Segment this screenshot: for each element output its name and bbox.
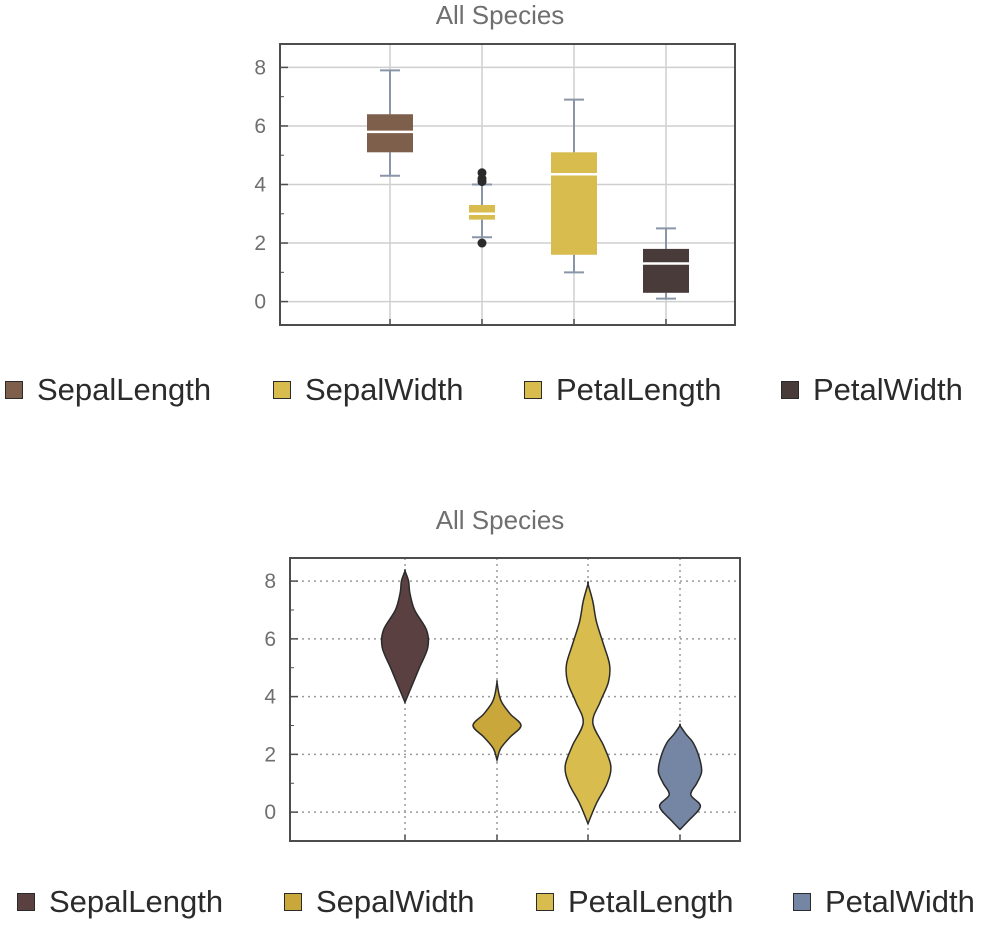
legend-swatch: [536, 893, 554, 911]
legend-swatch: [524, 381, 542, 399]
box-sepalwidth: [469, 204, 495, 220]
legend-item-petalwidth: PetalWidth: [793, 882, 975, 922]
legend-item-sepallength: SepalLength: [5, 370, 211, 410]
legend-swatch: [273, 381, 291, 399]
y-tick-label: 6: [254, 115, 266, 138]
box-petallength: [551, 152, 597, 255]
legend-label: SepalLength: [37, 372, 212, 407]
legend-swatch: [781, 381, 799, 399]
y-tick-label: 0: [254, 291, 266, 314]
legend-label: SepalWidth: [316, 884, 475, 919]
box-plot-area: 0 2 4 6 8: [254, 43, 736, 326]
y-tick-label: 4: [254, 174, 266, 197]
violin-plot-chart: All Species 0 2 4 6 8 SepalLength SepalWidth…: [0, 505, 1000, 925]
legend-swatch: [17, 893, 35, 911]
violin-legend: SepalLength SepalWidth PetalLength Petal…: [0, 882, 1000, 922]
y-tick-label: 0: [264, 801, 276, 824]
legend-item-petallength: PetalLength: [524, 370, 721, 410]
violin-sepallength: [380, 568, 430, 705]
y-tick-label: 8: [264, 570, 276, 593]
legend-item-sepalwidth: SepalWidth: [273, 370, 464, 410]
legend-swatch: [284, 893, 302, 911]
violin-chart-title: All Species: [435, 505, 565, 535]
violin-petalwidth: [657, 723, 703, 831]
box-sepallength: [367, 114, 413, 153]
legend-item-petallength: PetalLength: [536, 882, 733, 922]
legend-label: PetalLength: [568, 884, 734, 919]
plot-frame: [289, 557, 741, 842]
legend-label: PetalWidth: [825, 884, 975, 919]
y-tick-label: 6: [264, 628, 276, 651]
legend-label: SepalLength: [49, 884, 224, 919]
outlier-point: [477, 168, 487, 178]
legend-label: SepalWidth: [305, 372, 464, 407]
legend-label: PetalWidth: [813, 372, 963, 407]
box-plot-chart: All Species 0 2 4 6 8 SepalLength SepalWidth…: [0, 0, 1000, 450]
y-tick-label: 2: [264, 743, 276, 766]
box-legend: SepalLength SepalWidth PetalLength Petal…: [0, 370, 1000, 410]
plot-background: [290, 558, 740, 841]
legend-item-sepallength: SepalLength: [17, 882, 223, 922]
y-tick-label: 4: [264, 686, 276, 709]
box-petalwidth: [643, 248, 689, 293]
outlier-point: [477, 238, 487, 248]
y-tick-label: 8: [254, 56, 266, 79]
legend-label: PetalLength: [556, 372, 722, 407]
legend-item-sepalwidth: SepalWidth: [284, 882, 475, 922]
violin-plot-area: 0 2 4 6 8: [264, 557, 741, 842]
y-tick-label: 2: [254, 232, 266, 255]
legend-swatch: [5, 381, 23, 399]
legend-swatch: [793, 893, 811, 911]
violin-petallength: [564, 581, 612, 826]
violin-sepalwidth: [472, 679, 522, 763]
legend-item-petalwidth: PetalWidth: [781, 370, 963, 410]
box-chart-title: All Species: [435, 0, 565, 30]
